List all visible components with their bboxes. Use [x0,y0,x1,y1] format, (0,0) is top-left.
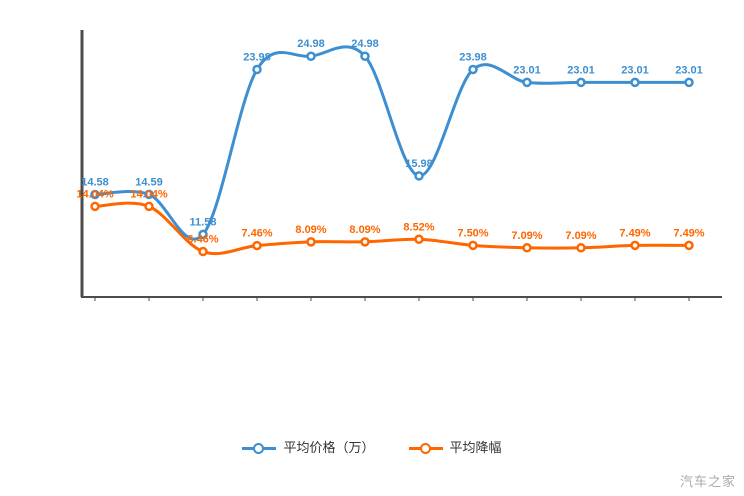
data-point-label: 7.09% [565,230,596,242]
data-point-marker [522,77,532,88]
data-point-label: 23.98 [459,52,487,64]
data-point-label: 14.04% [76,188,114,200]
data-point-label: 24.98 [351,38,379,50]
chart-legend: 平均价格（万） 平均降幅 [0,440,744,456]
legend-label-avg-discount: 平均降幅 [449,440,502,455]
data-point-label: 6.46% [187,234,218,246]
avg-discount-line-marker-icon [408,442,443,454]
data-point-marker [414,234,424,245]
data-point-marker [522,243,532,253]
data-point-marker [198,246,208,257]
data-point-marker [144,189,154,200]
data-point-label: 24.98 [297,38,325,50]
legend-item-avg-discount[interactable]: 平均降幅 [408,440,502,456]
data-point-label: 7.49% [673,227,704,239]
data-point-marker [306,51,316,61]
data-point-label: 8.09% [349,224,380,236]
series-avg-price [90,45,694,241]
data-point-label: 7.49% [619,227,650,239]
data-point-label: 15.98 [405,158,433,170]
data-point-label: 14.58 [81,177,109,189]
series-labels: 14.04% 14.04% 6.46% 7.46% 8.09% 8.09% 8.52% 7.5… [76,188,704,245]
data-point-marker [684,240,694,251]
data-point-label: 7.46% [241,228,272,240]
data-point-label: 8.09% [295,224,326,236]
data-point-marker [144,201,154,212]
data-point-marker [468,64,478,75]
data-point-label: 14.59 [135,176,163,188]
data-point-marker [360,51,370,61]
data-point-marker [630,77,640,88]
data-point-marker [90,201,100,212]
legend-dot-marker [419,442,431,454]
chart-canvas: 14.58 14.59 11.58 23.98 24.98 24.98 15.98 23.98… [76,30,722,301]
series-avg-discount [90,201,694,257]
data-point-marker [198,229,208,240]
data-point-marker [252,240,262,251]
avg-price-line-marker-icon [242,442,277,454]
data-point-marker [468,240,478,251]
series-line [93,201,691,256]
data-point-marker [576,77,586,88]
data-point-marker [414,171,424,181]
data-point-label: 23.01 [621,64,649,76]
data-point-label: 8.52% [403,221,434,233]
data-point-label: 14.04% [130,188,168,200]
data-point-label: 7.09% [511,230,542,242]
legend-label-avg-price: 平均价格（万） [283,440,375,455]
data-point-marker [90,189,100,200]
data-point-label: 23.01 [675,64,703,76]
axes [80,30,722,301]
data-point-label: 23.98 [243,52,271,64]
data-point-marker [630,240,640,251]
legend-item-avg-price[interactable]: 平均价格（万） [242,440,375,456]
data-point-label: 23.01 [513,64,541,76]
legend-dot-marker [253,442,265,454]
data-point-marker [306,237,316,247]
autohome-watermark: 汽车之家 [679,474,736,489]
data-point-marker [360,237,370,247]
data-point-label: 11.58 [190,216,217,228]
data-point-label: 23.01 [567,64,595,76]
series-line [93,45,691,241]
data-point-marker [252,64,262,75]
data-point-marker [684,77,694,88]
series-labels: 14.58 14.59 11.58 23.98 24.98 24.98 15.98 23.98… [81,38,703,228]
data-point-label: 7.50% [457,227,488,239]
data-point-marker [576,243,586,253]
